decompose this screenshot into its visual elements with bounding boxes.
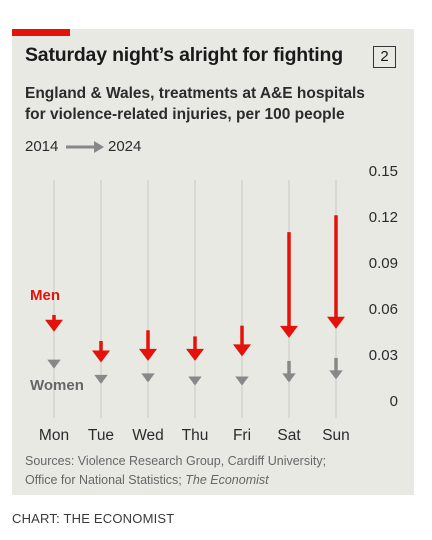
men-arrow-tue-head [92, 350, 110, 363]
x-tick-label: Mon [39, 427, 69, 444]
chart-subtitle-line1: England & Wales, treatments at A&E hospi… [25, 85, 365, 102]
women-arrow-thu-head [188, 376, 202, 386]
women-arrow-mon-head [47, 359, 61, 369]
legend-arrow-icon [66, 141, 104, 153]
men-series [45, 215, 345, 363]
series-label-men: Men [30, 287, 60, 304]
y-tick-label: 0.15 [369, 163, 398, 180]
chart-number-badge: 2 [373, 46, 396, 68]
men-arrow-mon-head [45, 319, 63, 332]
women-arrow-sat-head [282, 373, 296, 383]
x-tick-label: Fri [233, 427, 251, 444]
chart-card [12, 29, 414, 495]
legend-year-to: 2024 [108, 138, 142, 155]
brand-red-bar [12, 29, 70, 36]
source-line1: Sources: Violence Research Group, Cardif… [25, 454, 327, 468]
x-tick-label: Sun [322, 427, 350, 444]
y-tick-label: 0.12 [369, 209, 398, 226]
y-tick-label: 0 [390, 393, 398, 410]
women-arrow-sun-head [329, 370, 343, 380]
x-tick-label: Thu [182, 427, 209, 444]
men-arrow-fri-head [233, 344, 251, 357]
series-label-women: Women [30, 377, 84, 394]
source-line2-text: Office for National Statistics; [25, 473, 186, 487]
y-tick-label: 0.06 [369, 301, 398, 318]
source-publisher: The Economist [185, 473, 269, 487]
women-arrow-tue-head [94, 374, 108, 384]
men-arrow-thu-head [186, 348, 204, 361]
chart-credit: CHART: THE ECONOMIST [12, 511, 175, 526]
y-tick-label: 0.03 [369, 347, 398, 364]
x-tick-label: Tue [88, 427, 114, 444]
women-series [47, 357, 343, 386]
men-arrow-sat-head [280, 325, 298, 338]
chart-subtitle-line2: for violence-related injuries, per 100 p… [25, 106, 345, 123]
women-arrow-wed-head [141, 373, 155, 383]
women-arrow-fri-head [235, 376, 249, 386]
men-arrow-wed-head [139, 348, 157, 361]
y-axis-ticks: 0 0.03 0.06 0.09 0.12 0.15 [369, 163, 398, 410]
chart-title: Saturday night’s alright for fighting [25, 44, 343, 66]
men-arrow-sun-head [327, 316, 345, 329]
x-tick-label: Wed [132, 427, 164, 444]
x-tick-label: Sat [277, 427, 301, 444]
y-tick-label: 0.09 [369, 255, 398, 272]
source-line2: Office for National Statistics; The Econ… [25, 473, 269, 487]
legend-year-from: 2014 [25, 138, 59, 155]
x-axis-labels: Mon Tue Wed Thu Fri Sat Sun [39, 427, 350, 444]
